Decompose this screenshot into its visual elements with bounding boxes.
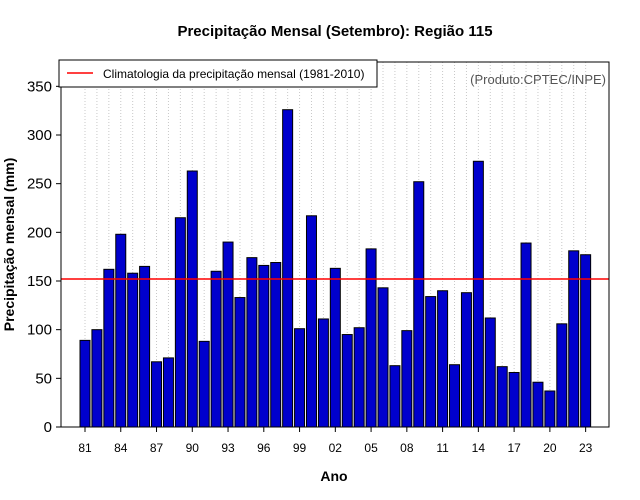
bar-16 — [496, 366, 508, 428]
bar-19 — [532, 381, 544, 428]
bar-08 — [401, 330, 413, 428]
legend-label: Climatologia da precipitação mensal (198… — [103, 67, 364, 81]
x-axis-label: Ano — [320, 468, 347, 484]
x-tick-label: 14 — [472, 441, 486, 455]
x-tick-label: 20 — [543, 441, 557, 455]
x-axis: 81 84 87 90 93 96 99 02 05 08 11 14 17 20 23 — [78, 427, 593, 455]
x-tick-label: 87 — [150, 441, 164, 455]
bar-85 — [127, 272, 139, 428]
bar-04 — [353, 327, 365, 428]
x-tick-label: 84 — [114, 441, 128, 455]
x-tick-label: 23 — [579, 441, 593, 455]
bar-14 — [472, 160, 484, 428]
bar-88 — [162, 357, 174, 428]
bar-82 — [91, 329, 103, 428]
x-tick-label: 02 — [329, 441, 343, 455]
bar-95 — [246, 257, 258, 428]
y-tick-label: 200 — [27, 224, 52, 241]
bar-83 — [103, 268, 115, 428]
bar-23 — [580, 254, 592, 428]
grid-lines — [84, 62, 587, 427]
bar-90 — [186, 170, 198, 428]
bar-01 — [317, 318, 329, 428]
x-tick-label: 90 — [186, 441, 200, 455]
bar-81 — [79, 339, 91, 428]
bar-84 — [115, 233, 127, 428]
chart-title: Precipitação Mensal (Setembro): Região 1… — [177, 23, 492, 40]
x-tick-label: 93 — [221, 441, 235, 455]
y-tick-label: 300 — [27, 127, 52, 144]
bar-93 — [222, 241, 234, 428]
bar-96 — [258, 264, 270, 428]
y-tick-label: 250 — [27, 176, 52, 193]
bar-97 — [270, 262, 282, 428]
bar-15 — [484, 317, 496, 428]
y-axis: 0 50 100 150 200 250 300 350 — [27, 78, 61, 436]
bar-11 — [437, 290, 449, 428]
bar-91 — [198, 340, 210, 428]
bar-00 — [305, 215, 317, 428]
x-tick-label: 96 — [257, 441, 271, 455]
bar-17 — [508, 371, 520, 428]
y-tick-label: 350 — [27, 78, 52, 95]
bar-09 — [413, 181, 425, 428]
bar-22 — [568, 250, 580, 428]
y-tick-label: 100 — [27, 322, 52, 339]
bar-18 — [520, 242, 532, 428]
x-tick-label: 99 — [293, 441, 307, 455]
bar-13 — [460, 292, 472, 428]
bar-92 — [210, 270, 222, 428]
legend: Climatologia da precipitação mensal (198… — [58, 59, 378, 88]
y-tick-label: 150 — [27, 273, 52, 290]
bar-89 — [174, 217, 186, 428]
x-tick-label: 17 — [507, 441, 521, 455]
bar-10 — [425, 296, 437, 428]
bar-02 — [329, 267, 341, 428]
y-tick-label: 50 — [35, 370, 52, 387]
bar-86 — [139, 265, 151, 428]
x-tick-label: 81 — [78, 441, 92, 455]
bars — [79, 109, 592, 428]
bar-07 — [389, 365, 401, 428]
credit-text: (Produto:CPTEC/INPE) — [470, 72, 606, 87]
bar-21 — [556, 323, 568, 428]
legend-box — [58, 59, 378, 88]
bar-98 — [282, 109, 294, 428]
y-tick-label: 0 — [44, 419, 52, 436]
bar-12 — [449, 364, 461, 428]
bar-94 — [234, 297, 246, 428]
bar-20 — [544, 390, 556, 428]
bar-06 — [377, 287, 389, 428]
x-tick-label: 08 — [400, 441, 414, 455]
x-tick-label: 11 — [436, 441, 449, 455]
x-tick-label: 05 — [364, 441, 378, 455]
bar-03 — [341, 334, 353, 428]
bar-87 — [151, 361, 163, 428]
y-axis-label: Precipitação mensal (mm) — [1, 158, 17, 332]
bar-99 — [294, 328, 306, 428]
bar-05 — [365, 248, 377, 428]
